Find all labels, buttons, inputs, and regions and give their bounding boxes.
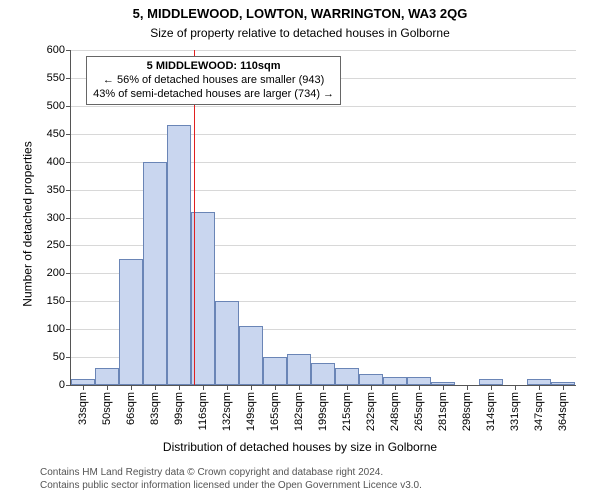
x-tick-mark <box>275 385 276 390</box>
x-tick-label: 281sqm <box>437 392 449 431</box>
y-tick-mark <box>66 218 71 219</box>
x-tick-mark <box>227 385 228 390</box>
y-tick-mark <box>66 50 71 51</box>
histogram-bar <box>143 162 167 385</box>
y-tick-label: 400 <box>47 156 65 168</box>
y-tick-mark <box>66 273 71 274</box>
x-tick-mark <box>179 385 180 390</box>
histogram-bar <box>287 354 311 385</box>
page-subtitle: Size of property relative to detached ho… <box>0 26 600 40</box>
x-tick-label: 66sqm <box>125 392 137 425</box>
x-tick-label: 215sqm <box>341 392 353 431</box>
histogram-bar <box>119 259 143 385</box>
x-tick-label: 331sqm <box>509 392 521 431</box>
footer-line: Contains HM Land Registry data © Crown c… <box>40 466 422 479</box>
x-tick-mark <box>515 385 516 390</box>
y-tick-mark <box>66 329 71 330</box>
x-tick-label: 232sqm <box>365 392 377 431</box>
y-tick-label: 550 <box>47 72 65 84</box>
x-tick-label: 50sqm <box>101 392 113 425</box>
histogram-bar <box>215 301 239 385</box>
chart-plot-area: 05010015020025030035040045050055060033sq… <box>70 50 576 386</box>
x-tick-mark <box>131 385 132 390</box>
x-tick-mark <box>491 385 492 390</box>
x-tick-mark <box>539 385 540 390</box>
histogram-bar <box>239 326 263 385</box>
x-tick-label: 314sqm <box>485 392 497 431</box>
x-tick-mark <box>419 385 420 390</box>
histogram-bar <box>95 368 119 385</box>
x-tick-mark <box>371 385 372 390</box>
x-tick-label: 99sqm <box>173 392 185 425</box>
histogram-bar <box>335 368 359 385</box>
x-tick-label: 364sqm <box>557 392 569 431</box>
y-tick-label: 300 <box>47 212 65 224</box>
x-tick-label: 347sqm <box>533 392 545 431</box>
annotation-line: 5 MIDDLEWOOD: 110sqm <box>93 60 334 74</box>
x-tick-mark <box>467 385 468 390</box>
histogram-bar <box>383 377 407 385</box>
y-tick-label: 100 <box>47 323 65 335</box>
x-tick-label: 165sqm <box>269 392 281 431</box>
x-axis-label: Distribution of detached houses by size … <box>0 440 600 454</box>
x-tick-label: 116sqm <box>197 392 209 430</box>
x-tick-mark <box>107 385 108 390</box>
y-tick-label: 350 <box>47 184 65 196</box>
histogram-bar <box>263 357 287 385</box>
y-tick-mark <box>66 301 71 302</box>
x-tick-label: 33sqm <box>77 392 89 425</box>
y-tick-mark <box>66 162 71 163</box>
y-tick-label: 250 <box>47 239 65 251</box>
footer: Contains HM Land Registry data © Crown c… <box>40 466 422 492</box>
x-tick-label: 83sqm <box>149 392 161 425</box>
y-tick-mark <box>66 190 71 191</box>
x-tick-label: 265sqm <box>413 392 425 431</box>
y-tick-label: 500 <box>47 100 65 112</box>
x-tick-mark <box>395 385 396 390</box>
x-tick-mark <box>563 385 564 390</box>
footer-line: Contains public sector information licen… <box>40 479 422 492</box>
x-tick-mark <box>83 385 84 390</box>
histogram-bar <box>359 374 383 385</box>
x-tick-mark <box>155 385 156 390</box>
grid-line <box>71 134 576 135</box>
x-tick-label: 199sqm <box>317 392 329 431</box>
x-tick-label: 298sqm <box>461 392 473 431</box>
y-tick-mark <box>66 106 71 107</box>
y-tick-mark <box>66 357 71 358</box>
annotation-line: 43% of semi-detached houses are larger (… <box>93 88 334 102</box>
grid-line <box>71 106 576 107</box>
x-tick-label: 248sqm <box>389 392 401 431</box>
y-tick-label: 200 <box>47 267 65 279</box>
x-tick-mark <box>299 385 300 390</box>
x-tick-label: 182sqm <box>293 392 305 431</box>
x-tick-mark <box>347 385 348 390</box>
histogram-bar <box>167 125 191 385</box>
page-title: 5, MIDDLEWOOD, LOWTON, WARRINGTON, WA3 2… <box>0 6 600 21</box>
y-tick-label: 50 <box>53 351 65 363</box>
y-tick-label: 600 <box>47 44 65 56</box>
x-tick-mark <box>203 385 204 390</box>
x-tick-mark <box>323 385 324 390</box>
x-tick-label: 149sqm <box>245 392 257 431</box>
y-tick-mark <box>66 245 71 246</box>
histogram-bar <box>407 377 431 385</box>
y-tick-label: 450 <box>47 128 65 140</box>
x-tick-label: 132sqm <box>221 392 233 431</box>
x-tick-mark <box>251 385 252 390</box>
grid-line <box>71 50 576 51</box>
annotation-line: ← 56% of detached houses are smaller (94… <box>93 74 334 88</box>
y-axis-label: Number of detached properties <box>21 57 35 392</box>
histogram-bar <box>311 363 335 385</box>
annotation-box: 5 MIDDLEWOOD: 110sqm← 56% of detached ho… <box>86 56 341 105</box>
y-tick-label: 150 <box>47 295 65 307</box>
y-tick-mark <box>66 78 71 79</box>
x-tick-mark <box>443 385 444 390</box>
y-tick-label: 0 <box>59 379 65 391</box>
y-tick-mark <box>66 385 71 386</box>
y-tick-mark <box>66 134 71 135</box>
